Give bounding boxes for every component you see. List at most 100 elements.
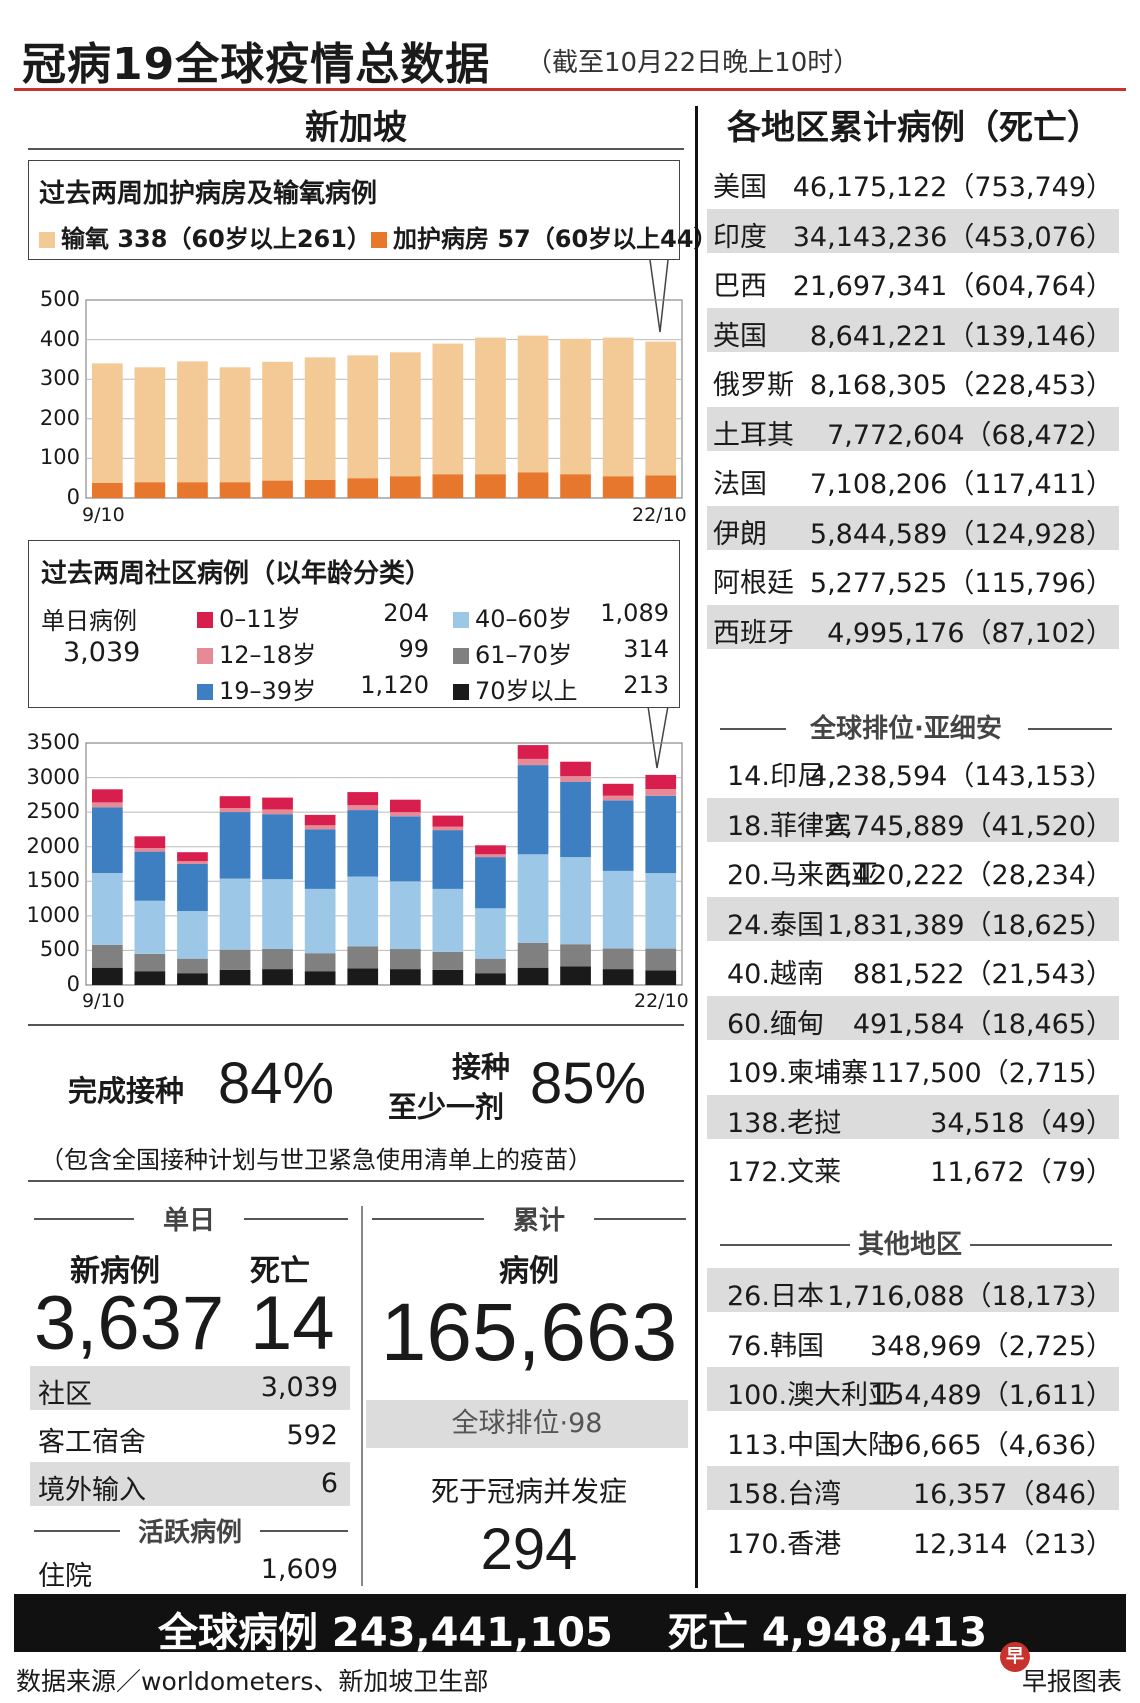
vacc-dose-label-2: 至少一剂 — [388, 1090, 505, 1124]
bar-segment — [219, 969, 251, 985]
region-row: 40.越南 881,522（21,543） — [707, 946, 1119, 990]
bar-segment — [134, 900, 166, 954]
region-value: 96,665（4,636） — [887, 1429, 1113, 1461]
bar-segment — [219, 796, 251, 808]
legend-age-61-70: 61–70岁 — [453, 635, 572, 670]
icu-pointer — [649, 259, 669, 333]
region-value: 7,772,604（68,472） — [827, 419, 1113, 451]
bar-segment — [390, 799, 421, 813]
daily-cumulative-divider — [361, 1206, 363, 1586]
region-row: 20.马来西亚 2,420,222（28,234） — [707, 847, 1119, 891]
bar-segment — [432, 343, 464, 475]
region-value: 5,277,525（115,796） — [809, 568, 1113, 599]
bar-segment — [134, 848, 166, 852]
region-row: 美国 46,175,122（753,749） — [707, 159, 1119, 203]
region-value: 2,420,222（28,234） — [827, 860, 1113, 891]
vacc-dose-value: 85% — [530, 1051, 647, 1116]
region-name: 113.中国大陆 — [727, 1429, 896, 1461]
cum-rule-right — [594, 1218, 686, 1220]
header-rule — [14, 88, 1126, 91]
bar-segment — [347, 355, 379, 479]
region-row: 60.缅甸 491,584（18,465） — [707, 995, 1119, 1040]
bar-segment — [517, 745, 549, 759]
bar-segment — [177, 911, 208, 959]
bar-segment — [177, 852, 208, 862]
region-value: 7,108,206（117,411） — [809, 469, 1113, 500]
bar-segment — [602, 870, 634, 949]
bar-segment — [390, 969, 421, 985]
region-value: 2,745,889（41,520） — [827, 810, 1113, 842]
legend-icu-label: 加护病房 57（60岁以上44） — [393, 225, 718, 253]
region-name: 172.文莱 — [727, 1157, 842, 1188]
global-deaths: 死亡 4,948,413 — [668, 1610, 988, 1656]
bar-segment — [219, 367, 251, 483]
bar-segment — [262, 949, 293, 970]
region-value: 21,697,341（604,764） — [792, 271, 1113, 302]
region-value: 34,143,236（453,076） — [792, 221, 1113, 253]
deaths-label: 死亡 — [250, 1254, 310, 1289]
region-row: 伊朗 5,844,589（124,928） — [707, 505, 1119, 550]
global-cases: 全球病例 243,441,105 — [158, 1610, 613, 1656]
region-value: 117,500（2,715） — [870, 1058, 1113, 1089]
bar-segment — [92, 873, 123, 945]
region-name: 14.印尼 — [727, 761, 824, 792]
deaths-value: 14 — [250, 1281, 335, 1366]
bar-segment — [602, 800, 634, 871]
region-name: 26.日本 — [727, 1281, 824, 1312]
page-title: 冠病19全球疫情总数据 — [22, 39, 491, 90]
bar-segment — [219, 878, 251, 950]
bar-segment — [390, 816, 421, 882]
bar-segment — [219, 482, 251, 498]
bar-segment — [432, 815, 464, 827]
region-row: 172.文莱 11,672（79） — [707, 1144, 1119, 1188]
column-divider — [695, 106, 698, 1588]
bar-segment — [602, 948, 634, 970]
cum-cases-value: 165,663 — [380, 1287, 678, 1378]
bar-segment — [475, 958, 506, 974]
region-name: 138.老挝 — [727, 1107, 842, 1139]
bar-segment — [560, 944, 591, 967]
legend-oxygen-label: 输氧 338（60岁以上261） — [61, 225, 371, 253]
bar-segment — [432, 474, 464, 498]
bar-segment — [517, 758, 549, 766]
region-row: 170.香港 12,314（213） — [707, 1516, 1119, 1560]
y-tick-label: 400 — [39, 326, 80, 351]
complication-label: 死于冠病并发症 — [430, 1475, 627, 1508]
cum-rule-left — [372, 1218, 484, 1220]
bar-segment — [602, 795, 634, 801]
y-tick-label: 1500 — [26, 868, 80, 893]
active-rule-right — [260, 1530, 348, 1532]
bar-segment — [432, 951, 464, 970]
bar-segment — [134, 836, 166, 849]
y-tick-label: 0 — [66, 972, 80, 996]
region-value: 8,168,305（228,453） — [809, 370, 1113, 401]
stat-value: 592 — [286, 1420, 338, 1451]
bar-segment — [262, 797, 293, 810]
bar-segment — [517, 335, 549, 473]
region-row: 100.澳大利亚 154,489（1,611） — [707, 1367, 1119, 1411]
y-tick-label: 2500 — [26, 799, 80, 824]
bar-segment — [347, 946, 379, 969]
bar-segment — [92, 789, 123, 803]
region-name: 俄罗斯 — [713, 370, 794, 401]
community-x-last: 22/10 — [634, 990, 689, 1012]
bar-segment — [262, 969, 293, 985]
bar-segment — [262, 814, 293, 880]
region-name: 英国 — [713, 320, 767, 352]
region-name: 土耳其 — [713, 419, 794, 451]
bar-segment — [560, 338, 591, 475]
bar-segment — [517, 967, 549, 985]
region-row: 巴西 21,697,341（604,764） — [707, 258, 1119, 302]
region-value: 154,489（1,611） — [870, 1380, 1113, 1411]
legend-age-70-plus: 70岁以上 — [453, 671, 578, 706]
bar-segment — [304, 829, 336, 889]
stat-value: 3,039 — [260, 1372, 338, 1403]
age-19-39-swatch — [197, 684, 213, 700]
other-rule-right — [970, 1244, 1112, 1246]
other-heading: 其他地区 — [857, 1230, 962, 1260]
icu-chart-title: 过去两周加护病房及输氧病例 — [39, 179, 378, 209]
region-name: 76.韩国 — [727, 1330, 824, 1362]
region-row: 阿根廷 5,277,525（115,796） — [707, 555, 1119, 599]
age-70-plus-swatch — [453, 684, 469, 700]
y-tick-label: 300 — [39, 366, 80, 391]
